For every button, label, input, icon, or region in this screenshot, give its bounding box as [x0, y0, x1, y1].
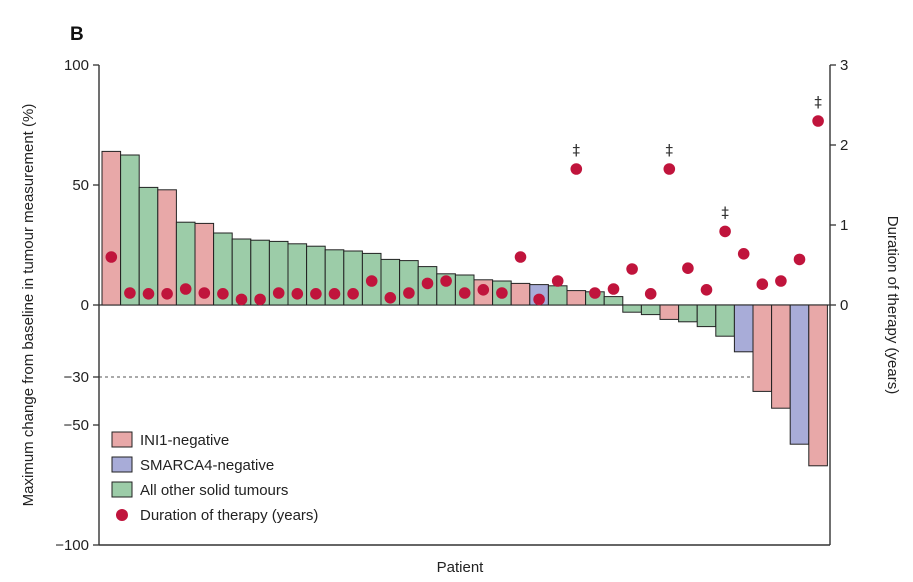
- legend-dot: [116, 509, 128, 521]
- bar: [547, 285, 568, 306]
- bars: [101, 150, 828, 467]
- dagger-marker: ‡: [666, 141, 674, 159]
- duration-dot: [719, 225, 731, 238]
- bar: [120, 154, 140, 306]
- y-tick-label: 100: [64, 57, 89, 74]
- y-tick-label: −50: [64, 417, 89, 434]
- y-tick-label: 0: [81, 297, 89, 314]
- duration-dot: [812, 115, 824, 127]
- duration-dot: [142, 288, 155, 300]
- duration-dot: [272, 287, 285, 299]
- left-y-ticks: 100 50 0 −30 −50 −100: [55, 57, 99, 554]
- y-tick-label: 50: [72, 177, 89, 194]
- duration-dot: [737, 248, 750, 260]
- bar: [622, 304, 642, 313]
- dagger-markers: ‡ ‡ ‡ ‡: [573, 93, 823, 221]
- duration-dot: [458, 287, 471, 299]
- dagger-marker: ‡: [573, 141, 581, 159]
- duration-dot: [700, 284, 713, 296]
- bar: [696, 304, 717, 328]
- duration-dot: [105, 251, 118, 263]
- duration-dot: [198, 287, 211, 299]
- y-tick-label: −100: [55, 537, 89, 554]
- bar: [789, 304, 810, 445]
- legend-label: INI1-negative: [140, 432, 229, 449]
- panel-label: B: [70, 24, 84, 45]
- duration-dot: [291, 288, 304, 300]
- x-axis-label: Patient: [437, 559, 485, 576]
- duration-dot: [328, 288, 341, 300]
- bar: [678, 304, 698, 323]
- bar: [733, 304, 754, 353]
- bar: [752, 304, 773, 392]
- duration-dots: [105, 115, 824, 306]
- legend-label: All other solid tumours: [140, 482, 288, 499]
- y-right-tick-label: 1: [840, 217, 848, 234]
- duration-dot: [477, 284, 490, 296]
- legend: INI1-negative SMARCA4-negative All other s…: [111, 431, 318, 524]
- duration-dot: [217, 288, 229, 300]
- duration-dot: [775, 275, 787, 287]
- bar: [659, 304, 680, 320]
- duration-dot: [403, 287, 415, 299]
- dagger-marker: ‡: [721, 203, 729, 221]
- legend-label: SMARCA4-negative: [140, 457, 274, 474]
- duration-dot: [551, 275, 564, 287]
- duration-dot: [533, 293, 545, 306]
- duration-dot: [310, 288, 322, 300]
- duration-dot: [607, 283, 620, 295]
- legend-swatch: [111, 431, 133, 448]
- bar: [566, 290, 587, 306]
- duration-dot: [496, 287, 508, 299]
- duration-dot: [793, 253, 806, 266]
- duration-dot: [644, 288, 657, 300]
- duration-dot: [589, 287, 601, 299]
- duration-dot: [254, 293, 266, 306]
- duration-dot: [756, 278, 769, 291]
- duration-dot: [440, 275, 452, 287]
- bar: [510, 282, 531, 306]
- bar: [157, 189, 177, 306]
- dagger-marker: ‡: [814, 93, 822, 111]
- duration-dot: [570, 163, 583, 175]
- duration-dot: [384, 292, 397, 304]
- bar: [771, 304, 791, 409]
- y-right-tick-label: 3: [840, 57, 848, 74]
- legend-swatch: [111, 456, 133, 473]
- duration-dot: [161, 288, 173, 300]
- bar: [808, 304, 828, 467]
- duration-dot: [124, 287, 136, 299]
- y-tick-label: −30: [64, 369, 89, 386]
- duration-dot: [682, 262, 694, 275]
- bar: [715, 304, 735, 337]
- legend-label: Duration of therapy (years): [140, 507, 318, 524]
- y-right-tick-label: 0: [840, 297, 848, 314]
- duration-dot: [626, 263, 638, 275]
- bar: [138, 186, 159, 306]
- right-y-ticks: 3 2 1 0: [830, 57, 848, 314]
- y-right-tick-label: 2: [840, 137, 848, 154]
- bar: [640, 304, 661, 316]
- y-axis-right-label: Duration of therapy (years): [884, 216, 901, 394]
- duration-dot: [514, 251, 527, 263]
- duration-dot: [235, 293, 248, 306]
- duration-dot: [365, 275, 378, 287]
- duration-dot: [179, 283, 192, 295]
- duration-dot: [421, 277, 434, 290]
- duration-dot: [663, 163, 676, 175]
- y-axis-label: Maximum change from baseline in tumour m…: [20, 104, 37, 507]
- bar: [603, 296, 624, 306]
- bar: [101, 150, 122, 306]
- legend-swatch: [111, 481, 133, 498]
- duration-dot: [347, 288, 359, 300]
